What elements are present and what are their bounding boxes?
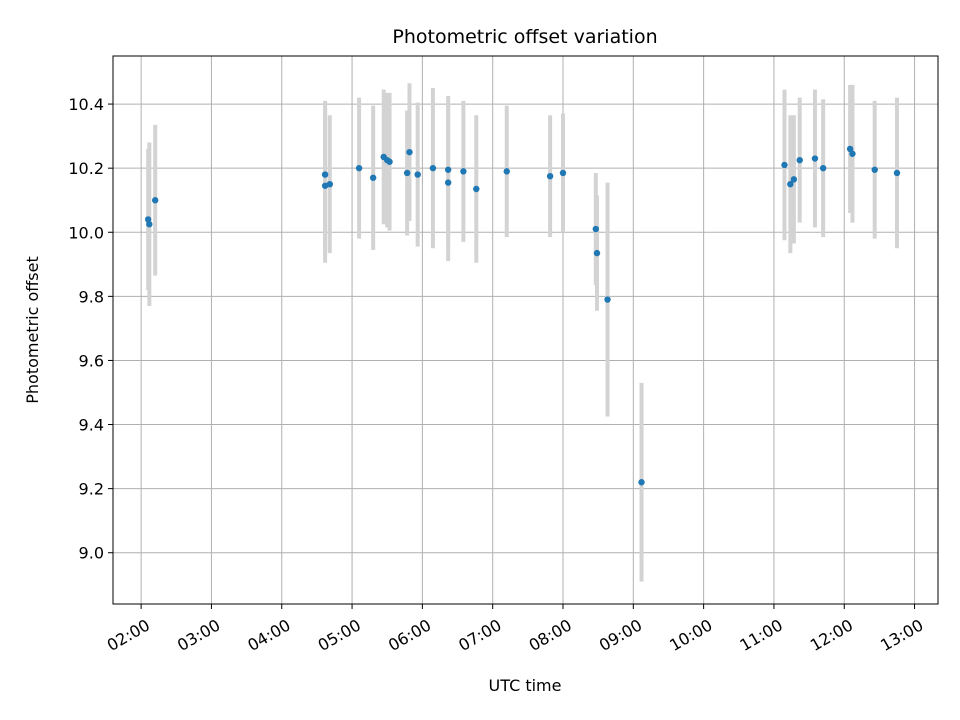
y-axis: 9.0 9.2 9.4 9.6 9.8 10.0 10.2 10.4	[68, 95, 113, 563]
data-point	[386, 158, 393, 165]
data-point	[846, 145, 854, 153]
y-tick-label: 10.4	[68, 95, 104, 114]
data-point	[638, 479, 645, 486]
y-tick-label: 10.0	[68, 223, 104, 242]
data-point	[151, 197, 159, 204]
y-tick-label: 9.6	[79, 351, 104, 370]
data-point	[429, 164, 437, 172]
data-point	[811, 155, 819, 162]
data-point	[321, 171, 329, 178]
data-point	[546, 172, 554, 180]
data-point	[796, 156, 803, 164]
data-point	[592, 225, 600, 233]
y-tick-label: 9.0	[79, 544, 104, 563]
data-point	[369, 174, 377, 181]
data-point	[414, 171, 421, 178]
y-axis-label: Photometric offset	[23, 256, 42, 404]
data-point	[604, 296, 611, 303]
data-point	[871, 166, 878, 173]
y-tick-label: 9.2	[79, 480, 104, 499]
data-point	[849, 150, 856, 157]
data-point	[144, 216, 152, 223]
y-tick-label: 9.4	[79, 416, 104, 435]
data-point	[146, 221, 153, 228]
plot-frame	[112, 55, 939, 605]
data-point	[787, 180, 794, 188]
data-point	[444, 179, 452, 186]
data-point	[790, 176, 798, 183]
data-point	[326, 180, 333, 188]
data-point	[781, 161, 788, 169]
y-tick-label: 10.2	[68, 159, 104, 178]
data-point	[460, 168, 467, 175]
data-point	[473, 185, 480, 193]
x-axis-label: UTC time	[489, 676, 562, 695]
data-point	[355, 164, 363, 172]
data-point	[593, 249, 601, 257]
data-point	[819, 164, 827, 172]
data-point	[559, 169, 567, 177]
y-tick-label: 9.8	[79, 287, 104, 306]
data-points	[144, 145, 901, 486]
data-point	[444, 166, 452, 173]
data-point	[893, 169, 901, 177]
data-point	[503, 168, 510, 175]
data-point	[406, 148, 413, 156]
data-point	[403, 169, 411, 177]
chart-title: Photometric offset variation	[392, 26, 657, 48]
